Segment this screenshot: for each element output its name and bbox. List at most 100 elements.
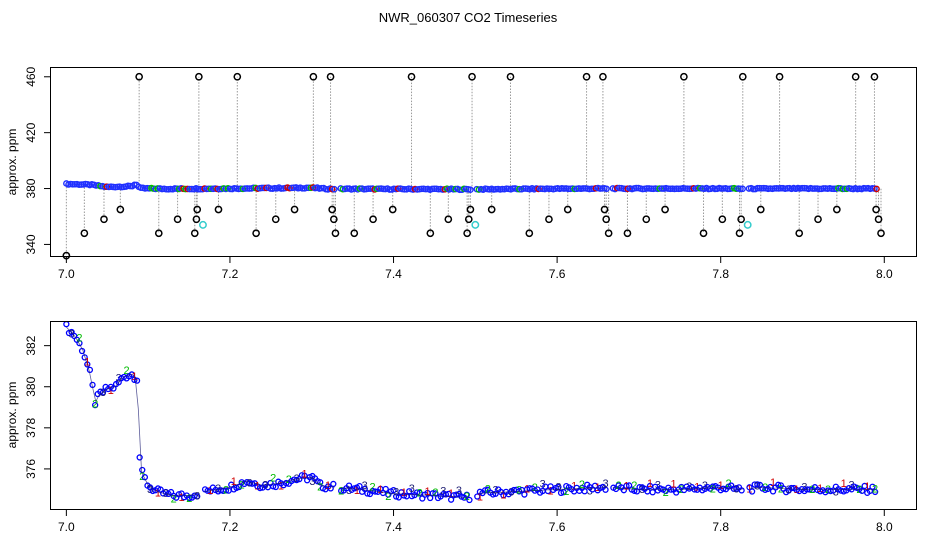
- spike-point: [600, 205, 609, 214]
- profile-point: [416, 489, 423, 497]
- profile-point: [474, 493, 481, 500]
- top-y-axis-label: approx. ppm: [5, 129, 19, 196]
- baseline-point: [467, 186, 474, 193]
- profile-point: [861, 482, 868, 490]
- profile-glyph: 1: [424, 486, 430, 498]
- profile-glyph: 1: [718, 480, 724, 492]
- top-y-tick-label: 380: [24, 178, 38, 198]
- baseline-point: [798, 184, 806, 192]
- cyan-point: [743, 220, 752, 229]
- spike-point: [599, 72, 607, 81]
- spike-point: [468, 72, 476, 81]
- baseline-point: [394, 185, 402, 192]
- profile-glyph: 3: [194, 491, 200, 503]
- profile-point: [76, 339, 83, 347]
- spike-point: [369, 215, 377, 224]
- bot-x-tick-label: 8.0: [876, 520, 893, 534]
- baseline-point: [588, 185, 595, 193]
- bottom-y-axis-label: approx. ppm: [5, 382, 19, 449]
- profile-glyph: 2: [710, 483, 716, 495]
- profile-point: [131, 376, 138, 384]
- baseline-point: [613, 184, 621, 192]
- spike-point: [426, 229, 435, 238]
- profile-point: [175, 491, 183, 498]
- profile-glyph: 1: [401, 487, 407, 499]
- profile-point: [327, 485, 334, 492]
- baseline-point: [579, 185, 587, 192]
- baseline-point: [163, 185, 170, 193]
- bottom-plot-frame: [50, 321, 917, 510]
- profile-glyph: 2: [579, 479, 585, 491]
- baseline-point: [739, 185, 746, 193]
- spike-point: [350, 229, 359, 238]
- top-x-tick-label: 7.2: [222, 267, 239, 281]
- baseline-point: [632, 184, 640, 192]
- baseline-point: [564, 185, 572, 193]
- profile-glyph: 1: [354, 485, 360, 497]
- profile-point: [141, 474, 149, 481]
- profile-glyph: 1: [377, 484, 383, 496]
- top-x-tick-label: 7.0: [58, 267, 75, 281]
- profile-point: [356, 482, 363, 490]
- baseline-point: [754, 184, 761, 192]
- spike-point: [326, 72, 335, 81]
- chart-title: NWR_060307 CO2 Timeseries: [379, 10, 558, 25]
- profile-point: [136, 454, 143, 461]
- spike-point: [525, 229, 534, 238]
- baseline-point: [820, 185, 827, 192]
- profile-point: [364, 490, 371, 497]
- baseline-point: [299, 185, 306, 192]
- baseline-point: [365, 185, 372, 192]
- profile-point: [361, 485, 368, 493]
- profile-glyph: 2: [563, 486, 569, 498]
- bot-x-tick-label: 7.4: [385, 520, 402, 534]
- profile-point: [191, 492, 198, 499]
- spike-point: [464, 215, 473, 224]
- profile-point: [91, 402, 99, 409]
- profile-glyph: 1: [671, 479, 677, 491]
- profile-point: [827, 487, 834, 495]
- spike-point: [290, 205, 299, 214]
- spike-point: [407, 72, 416, 81]
- profile-point: [84, 361, 91, 368]
- profile-point: [298, 472, 306, 479]
- cyan-point: [471, 220, 480, 229]
- spike-point: [309, 72, 318, 81]
- profile-glyph: 3: [440, 485, 446, 497]
- spike-point: [388, 205, 397, 214]
- profile-glyph: 2: [432, 487, 438, 499]
- cyan-point: [199, 220, 207, 229]
- spike-point: [775, 72, 784, 81]
- profile-glyph: 2: [485, 484, 491, 496]
- baseline-point: [749, 185, 757, 193]
- profile-glyph: 1: [746, 484, 752, 496]
- baseline-point: [815, 185, 823, 193]
- spike-point: [756, 205, 765, 214]
- profile-point: [382, 485, 389, 493]
- profile-glyph: 3: [456, 485, 462, 497]
- bot-x-tick-label: 7.0: [58, 520, 75, 534]
- spike-point: [192, 215, 201, 224]
- baseline-point: [603, 185, 610, 193]
- spike-point: [872, 205, 880, 214]
- baseline-point: [771, 185, 778, 192]
- baseline-point: [260, 184, 268, 192]
- profile-glyph: 2: [809, 484, 815, 496]
- spike-point: [661, 205, 669, 214]
- profile-point: [272, 483, 279, 491]
- profile-point: [775, 481, 782, 488]
- profile-point: [748, 488, 756, 495]
- spike-point: [463, 229, 471, 238]
- spike-point: [870, 72, 879, 81]
- profile-glyph: 1: [500, 489, 506, 501]
- top-x-tick-label: 7.6: [549, 267, 566, 281]
- spike-point: [154, 229, 163, 238]
- profile-point: [139, 466, 146, 474]
- profile-glyph: 1: [477, 491, 483, 503]
- spike-point: [331, 229, 340, 238]
- profile-glyph: 2: [370, 482, 376, 494]
- profile-point: [620, 487, 628, 494]
- profile-point: [133, 377, 141, 384]
- spike-point: [795, 229, 804, 238]
- profile-glyph: 2: [663, 487, 669, 499]
